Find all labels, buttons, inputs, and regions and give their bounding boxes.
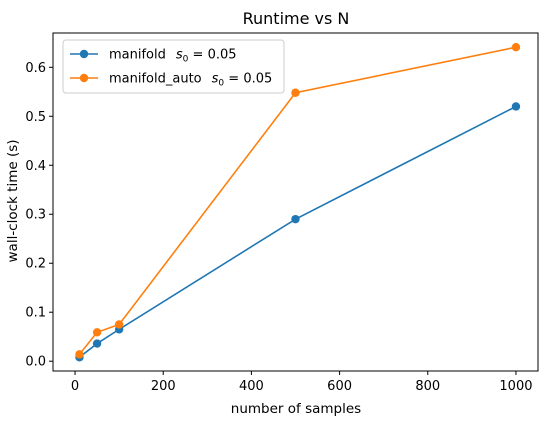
y-tick-label: 0.3: [25, 208, 46, 223]
y-tick-label: 0.1: [25, 306, 46, 321]
legend-marker: [79, 73, 89, 83]
legend-param-value: 0.05: [208, 48, 237, 63]
data-point: [114, 320, 124, 329]
data-point: [75, 350, 84, 359]
legend: manifold s0 = 0.05 manifold_auto s0 = 0.05: [62, 39, 285, 94]
x-tick-label: 400: [239, 379, 264, 394]
legend-label: manifold s0 = 0.05: [109, 48, 237, 65]
plot-frame: [52, 32, 539, 372]
legend-series-name: manifold_auto: [109, 72, 202, 87]
x-tick-label: 600: [327, 379, 352, 394]
y-tick-label: 0.4: [25, 159, 46, 174]
legend-label: manifold_auto s0 = 0.05: [109, 72, 272, 89]
y-tick-label: 0.5: [25, 110, 46, 125]
series-manifold-auto: [75, 43, 521, 359]
legend-item: manifold s0 = 0.05: [70, 48, 237, 65]
axis-ticks: 0 200 400 600 800 1000 0.0 0.1 0.2 0.3 0.4 0.5 0.6: [25, 61, 532, 394]
x-tick-label: 1000: [499, 379, 532, 394]
data-point: [511, 102, 521, 111]
x-axis-label: number of samples: [231, 401, 361, 417]
y-tick-label: 0.2: [25, 257, 46, 272]
legend-series-name: manifold: [109, 48, 166, 63]
y-axis-label: wall-clock time (s): [5, 139, 21, 262]
legend-box: [62, 39, 285, 94]
data-point: [291, 214, 300, 224]
legend-param-value: 0.05: [243, 72, 272, 87]
y-tick-label: 0.6: [25, 61, 46, 76]
data-point: [92, 328, 102, 337]
chart-title: Runtime vs N: [243, 9, 350, 28]
legend-item: manifold_auto s0 = 0.05: [70, 72, 272, 89]
series-line: [78, 105, 517, 358]
legend-marker: [79, 49, 89, 59]
y-tick-label: 0.0: [25, 355, 46, 370]
plot-area: [75, 43, 521, 362]
x-tick-label: 0: [71, 379, 79, 394]
data-point: [92, 339, 102, 348]
data-point: [291, 88, 300, 97]
x-tick-label: 800: [415, 379, 440, 394]
series-manifold: [75, 102, 521, 362]
x-tick-label: 200: [151, 379, 176, 394]
data-point: [511, 43, 521, 52]
